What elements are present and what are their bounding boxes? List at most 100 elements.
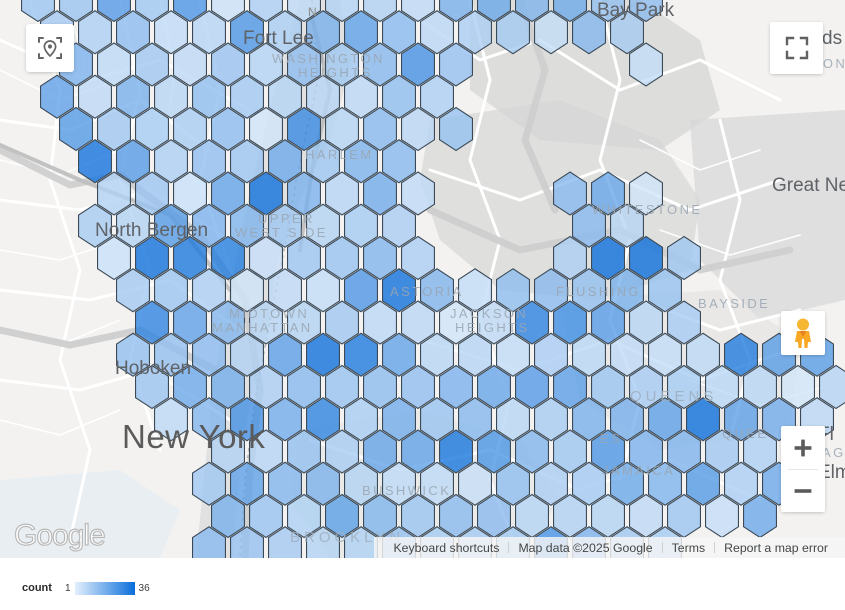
hexbin-cell[interactable] (553, 0, 587, 23)
hexbin-cell[interactable] (325, 300, 359, 345)
hexbin-cell[interactable] (306, 139, 340, 184)
hexbin-cell[interactable] (401, 0, 435, 23)
hexbin-cell[interactable] (78, 139, 112, 184)
hexbin-cell[interactable] (287, 364, 321, 410)
hexbin-cell[interactable] (363, 42, 397, 87)
hexbin-cell[interactable] (724, 397, 758, 442)
hexbin-cell[interactable] (211, 364, 245, 410)
hexbin-cell[interactable] (515, 364, 549, 410)
hexbin-cell[interactable] (154, 332, 188, 377)
hexbin-cell[interactable] (268, 332, 302, 377)
hexbin-cell[interactable] (21, 0, 55, 23)
hexbin-cell[interactable] (192, 74, 226, 119)
hexbin-cell[interactable] (477, 300, 511, 345)
hexbin-cell[interactable] (154, 203, 188, 248)
hexbin-cell[interactable] (173, 235, 207, 281)
hexbin-cell[interactable] (420, 10, 454, 55)
hexbin-cell[interactable] (363, 300, 397, 345)
hexbin-cell[interactable] (344, 10, 378, 55)
hexbin-cell[interactable] (382, 268, 416, 313)
hexbin-cell[interactable] (211, 429, 245, 474)
hexbin-cell[interactable] (325, 364, 359, 410)
hexbin-cell[interactable] (420, 332, 454, 377)
hexbin-cell[interactable] (230, 10, 264, 55)
hexbin-cell[interactable] (610, 203, 644, 248)
hexbin-cell[interactable] (534, 332, 568, 377)
hexbin-cell[interactable] (458, 10, 492, 55)
hexbin-cell[interactable] (173, 171, 207, 216)
hexbin-cell[interactable] (401, 429, 435, 474)
hexbin-cell[interactable] (268, 10, 302, 55)
hexbin-cell[interactable] (401, 300, 435, 345)
hexbin-cell[interactable] (382, 461, 416, 506)
hexbin-cell[interactable] (648, 397, 682, 442)
locate-me-button[interactable] (26, 24, 74, 72)
hexbin-cell[interactable] (705, 429, 739, 474)
hexbin-cell[interactable] (629, 235, 663, 281)
hexbin-cell[interactable] (477, 429, 511, 474)
hexbin-cell[interactable] (249, 364, 283, 410)
hexbin-cell[interactable] (268, 139, 302, 184)
hexbin-cell[interactable] (363, 364, 397, 410)
hexbin-cell[interactable] (420, 268, 454, 313)
hexbin-cell[interactable] (344, 461, 378, 506)
hexbin-cell[interactable] (306, 74, 340, 119)
hexbin-cell[interactable] (325, 171, 359, 216)
hexbin-cell[interactable] (116, 139, 150, 184)
hexbin-cell[interactable] (705, 364, 739, 410)
hexbin-cell[interactable] (648, 268, 682, 313)
hexbin-cell[interactable] (572, 203, 606, 248)
hexbin-cell[interactable] (458, 332, 492, 377)
hexbin-cell[interactable] (344, 397, 378, 442)
hexbin-cell[interactable] (648, 461, 682, 506)
hexbin-cell[interactable] (40, 74, 74, 119)
hexbin-cell[interactable] (458, 397, 492, 442)
hexbin-cell[interactable] (363, 171, 397, 216)
hexbin-cell[interactable] (192, 139, 226, 184)
hexbin-cell[interactable] (591, 364, 625, 410)
hexbin-cell[interactable] (591, 300, 625, 345)
hexbin-cell[interactable] (173, 300, 207, 345)
hexbin-cell[interactable] (591, 429, 625, 474)
hexbin-cell[interactable] (572, 397, 606, 442)
hexbin-cell[interactable] (439, 300, 473, 345)
map-canvas[interactable]: Fort Lee Bay Park North Bergen Great Ne Hobo… (0, 0, 845, 558)
hexbin-cell[interactable] (610, 10, 644, 55)
hexbin-cell[interactable] (268, 268, 302, 313)
hexbin-cell[interactable] (59, 106, 93, 152)
hexbin-cell[interactable] (382, 397, 416, 442)
hexbin-cell[interactable] (724, 332, 758, 377)
hexbin-cell[interactable] (116, 332, 150, 377)
hexbin-cell[interactable] (249, 429, 283, 474)
hexbin-cell[interactable] (287, 106, 321, 152)
hexbin-cell[interactable] (230, 526, 264, 558)
hexbin-cell[interactable] (249, 493, 283, 539)
hexbin-cell[interactable] (496, 397, 530, 442)
hexbin-cell[interactable] (230, 139, 264, 184)
hexbin-cell[interactable] (724, 461, 758, 506)
hexbin-cell[interactable] (420, 461, 454, 506)
hexbin-cell[interactable] (211, 171, 245, 216)
hexbin-cell[interactable] (116, 74, 150, 119)
hexbin-cell[interactable] (135, 42, 169, 87)
hexbin-cell[interactable] (306, 461, 340, 506)
terms-link[interactable]: Terms (671, 540, 706, 555)
hexbin-cell[interactable] (819, 364, 845, 410)
hexbin-cell[interactable] (686, 397, 720, 442)
hexbin-cell[interactable] (515, 300, 549, 345)
hexbin-cell[interactable] (78, 74, 112, 119)
hexbin-cell[interactable] (116, 10, 150, 55)
hexbin-cell[interactable] (553, 235, 587, 281)
fullscreen-button[interactable] (770, 22, 823, 74)
hexbin-cell[interactable] (249, 0, 283, 23)
hexbin-cell[interactable] (458, 268, 492, 313)
hexbin-cell[interactable] (287, 493, 321, 539)
hexbin-cell[interactable] (211, 106, 245, 152)
hexbin-cell[interactable] (306, 268, 340, 313)
keyboard-shortcuts-link[interactable]: Keyboard shortcuts (393, 540, 500, 555)
hexbin-cell[interactable] (553, 364, 587, 410)
hexbin-cell[interactable] (496, 332, 530, 377)
hexbin-cell[interactable] (572, 332, 606, 377)
hexbin-cell[interactable] (97, 0, 131, 23)
hexbin-cell[interactable] (743, 364, 777, 410)
